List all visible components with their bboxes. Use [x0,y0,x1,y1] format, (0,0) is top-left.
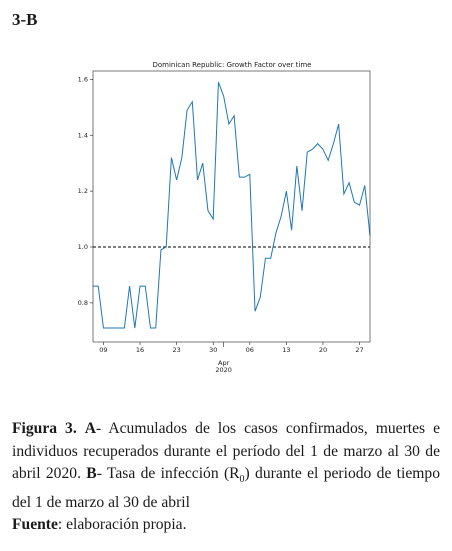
caption-label: Figura 3. [12,420,77,437]
source-text: : elaboración propia. [57,516,187,533]
x-tick-label: 16 [136,346,144,354]
source: Fuente: elaboración propia. [12,516,187,534]
plot-frame [92,70,371,343]
caption: Figura 3. A- Acumulados de los casos con… [12,418,440,514]
y-tick-label: 1.2 [78,187,88,195]
chart: Dominican Republic: Growth Factor over t… [78,61,371,374]
x-tick-label: 06 [246,346,254,354]
x-tick-label: 23 [172,346,180,354]
x-tick-label: 30 [209,346,217,354]
caption-subscript: 0 [239,474,245,486]
chart-title: Dominican Republic: Growth Factor over t… [153,61,312,69]
x-tick-label: 13 [282,346,290,354]
year-label: 2020 [215,366,232,374]
figure-label: 3-B [12,10,38,29]
y-tick-label: 1.4 [78,131,88,139]
data-line [93,82,371,329]
caption-part: A [84,420,97,437]
x-tick-label: 27 [355,346,363,354]
month-label: Apr [218,359,230,367]
source-label: Fuente [12,516,58,533]
caption-text: ) durante el periodo de tiempo del 1 de … [12,465,440,511]
y-tick-label: 1.6 [78,75,88,83]
caption-text: - Acumulados de los casos confirmados, m… [12,420,441,482]
y-tick-label: 0.8 [78,299,88,307]
caption-text: - Tasa de infección (R [96,465,240,482]
x-tick-label: 20 [319,346,327,354]
y-tick-label: 1.0 [78,243,88,251]
x-tick-label: 09 [99,346,107,354]
caption-part: B [86,465,97,482]
